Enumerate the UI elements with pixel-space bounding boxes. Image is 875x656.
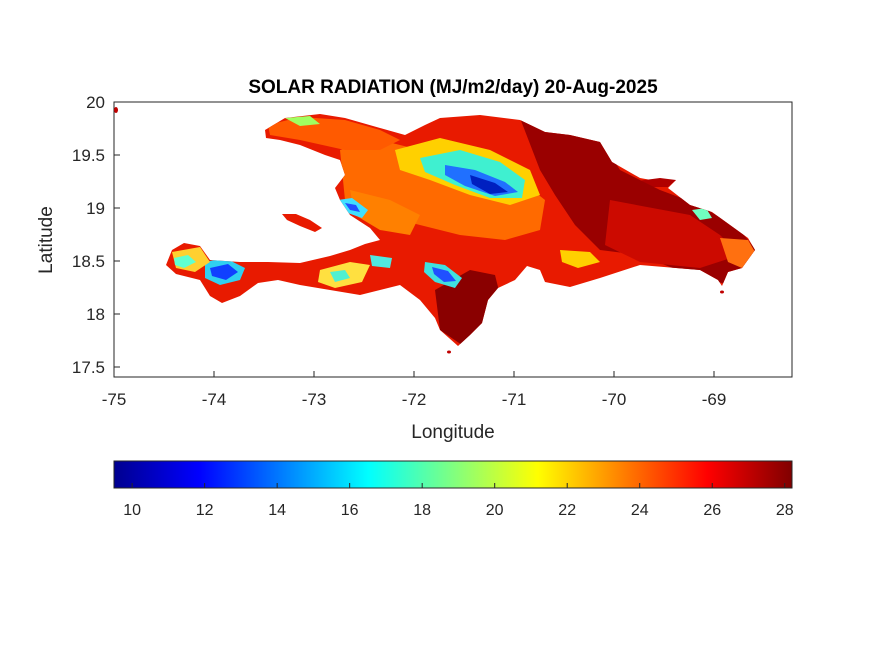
- colorbar-ticks: 10 12 14 16 18 20 22 24 26 28: [123, 483, 794, 519]
- colorbar-tick-label: 10: [123, 502, 141, 519]
- islet-south: [447, 350, 451, 354]
- x-tick-label: -73: [302, 390, 327, 409]
- colorbar-tick-label: 22: [558, 502, 576, 519]
- colorbar-tick-label: 28: [776, 502, 794, 519]
- x-axis: -75 -74 -73 -72 -71 -70 -69: [102, 371, 727, 409]
- y-axis-title: Latitude: [36, 206, 57, 274]
- region-midsouth-cyan: [370, 255, 392, 268]
- colorbar-tick-label: 26: [703, 502, 721, 519]
- y-axis: 20 19.5 19 18.5 18 17.5: [72, 93, 120, 377]
- colorbar-tick-label: 20: [486, 502, 504, 519]
- colorbar: 10 12 14 16 18 20 22 24 26 28: [113, 460, 794, 519]
- x-tick-label: -72: [402, 390, 427, 409]
- region-lahotte-blue: [210, 264, 238, 280]
- region-east-mid: [605, 200, 740, 268]
- colorbar-tick-label: 18: [413, 502, 431, 519]
- colorbar-tick-label: 12: [196, 502, 214, 519]
- region-east-yellow: [560, 250, 600, 268]
- x-tick-label: -70: [602, 390, 627, 409]
- colorbar-tick-label: 14: [268, 502, 286, 519]
- y-tick-label: 20: [86, 93, 105, 112]
- colorbar-tick-label: 16: [341, 502, 359, 519]
- region-cordillera-navy: [470, 175, 508, 194]
- islet-southeast: [720, 290, 724, 294]
- colorbar-tick-label: 24: [631, 502, 649, 519]
- region-east-orange: [720, 238, 755, 268]
- y-tick-label: 19.5: [72, 146, 105, 165]
- region-selle-blue: [432, 267, 456, 282]
- x-axis-title: Longitude: [411, 422, 494, 443]
- colorbar-gradient: [113, 460, 793, 489]
- islet-west: [114, 107, 118, 113]
- region-barahona-dark: [435, 270, 500, 345]
- y-tick-label: 18.5: [72, 252, 105, 271]
- region-plateau-orange: [350, 190, 420, 235]
- region-southwest-cyan: [174, 255, 196, 268]
- hispaniola-island: [114, 107, 755, 354]
- x-tick-label: -75: [102, 390, 127, 409]
- y-tick-label: 19: [86, 199, 105, 218]
- y-tick-label: 18: [86, 305, 105, 324]
- region-massif-blue: [345, 203, 360, 212]
- island-gonave: [282, 214, 322, 232]
- x-tick-label: -71: [502, 390, 527, 409]
- x-tick-label: -69: [702, 390, 727, 409]
- region-northeast-cyan: [692, 208, 712, 220]
- region-northeast-green: [285, 116, 320, 126]
- y-tick-label: 17.5: [72, 358, 105, 377]
- region-south-cyan: [330, 270, 350, 282]
- chart-title: SOLAR RADIATION (MJ/m2/day) 20-Aug-2025: [248, 77, 658, 98]
- x-tick-label: -74: [202, 390, 227, 409]
